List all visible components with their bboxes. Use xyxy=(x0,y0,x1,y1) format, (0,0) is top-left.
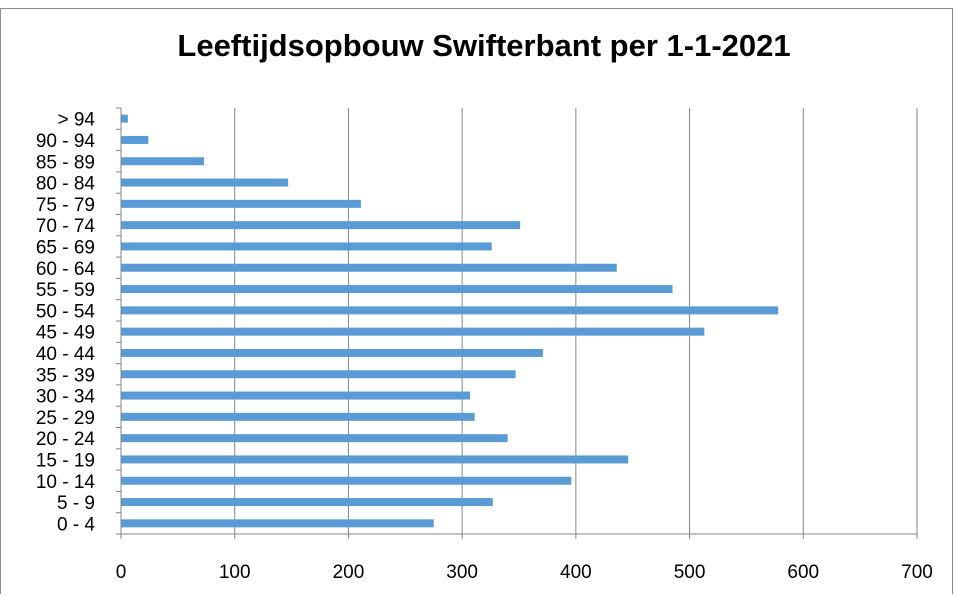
y-tick-label: 90 - 94 xyxy=(36,131,96,152)
x-tick-label: 0 xyxy=(116,562,127,583)
bar xyxy=(121,434,508,443)
x-tick-label: 200 xyxy=(333,562,365,583)
bar xyxy=(121,135,149,144)
bar xyxy=(121,391,471,400)
x-tick-label: 600 xyxy=(787,562,819,583)
y-tick-label: 35 - 39 xyxy=(36,365,95,386)
bar xyxy=(121,455,629,464)
bar xyxy=(121,306,779,315)
y-tick-label: 85 - 89 xyxy=(36,152,95,173)
x-tick-label: 400 xyxy=(560,562,592,583)
y-tick-label: 75 - 79 xyxy=(36,195,95,216)
y-tick-label: 15 - 19 xyxy=(36,450,95,471)
bar xyxy=(121,199,361,208)
y-tick-label: 65 - 69 xyxy=(36,237,95,258)
axes xyxy=(116,107,918,539)
y-tick-label: 40 - 44 xyxy=(36,344,96,365)
x-tick-label: 100 xyxy=(219,562,251,583)
y-tick-label: 50 - 54 xyxy=(36,301,96,322)
x-tick-label: 300 xyxy=(446,562,478,583)
y-tick-label: 20 - 24 xyxy=(36,429,96,450)
bar xyxy=(121,157,205,166)
bar xyxy=(121,327,705,336)
y-tick-label: 70 - 74 xyxy=(36,216,96,237)
bar xyxy=(121,476,572,485)
bar xyxy=(121,348,543,357)
y-tick-label: 45 - 49 xyxy=(36,323,95,344)
y-tick-label: 5 - 9 xyxy=(57,493,95,514)
bar xyxy=(121,498,493,507)
x-tick-labels: 0 100 200 300 400 500 600 700 xyxy=(116,562,933,583)
y-tick-label: 0 - 4 xyxy=(57,514,95,535)
bar xyxy=(121,178,289,187)
bar xyxy=(121,114,128,123)
bar xyxy=(121,263,617,272)
y-tick-label: 10 - 14 xyxy=(36,472,96,493)
y-tick-label: 25 - 29 xyxy=(36,408,95,429)
bar xyxy=(121,285,673,294)
y-tick-label: 80 - 84 xyxy=(36,174,96,195)
y-tick-label: 30 - 34 xyxy=(36,387,96,408)
bar xyxy=(121,370,516,379)
bar xyxy=(121,221,521,230)
chart-frame xyxy=(0,8,953,594)
x-tick-label: 700 xyxy=(901,562,933,583)
y-tick-label: 60 - 64 xyxy=(36,259,96,280)
grid-lines xyxy=(234,108,918,534)
y-tick-label: 55 - 59 xyxy=(36,280,95,301)
chart-title: Leeftijdsopbouw Swifterbant per 1-1-2021 xyxy=(177,28,791,63)
x-tick-label: 500 xyxy=(674,562,706,583)
bar xyxy=(121,242,492,251)
bars xyxy=(121,114,779,528)
y-tick-label: > 94 xyxy=(57,110,95,131)
bar xyxy=(121,412,475,421)
bar xyxy=(121,519,434,528)
